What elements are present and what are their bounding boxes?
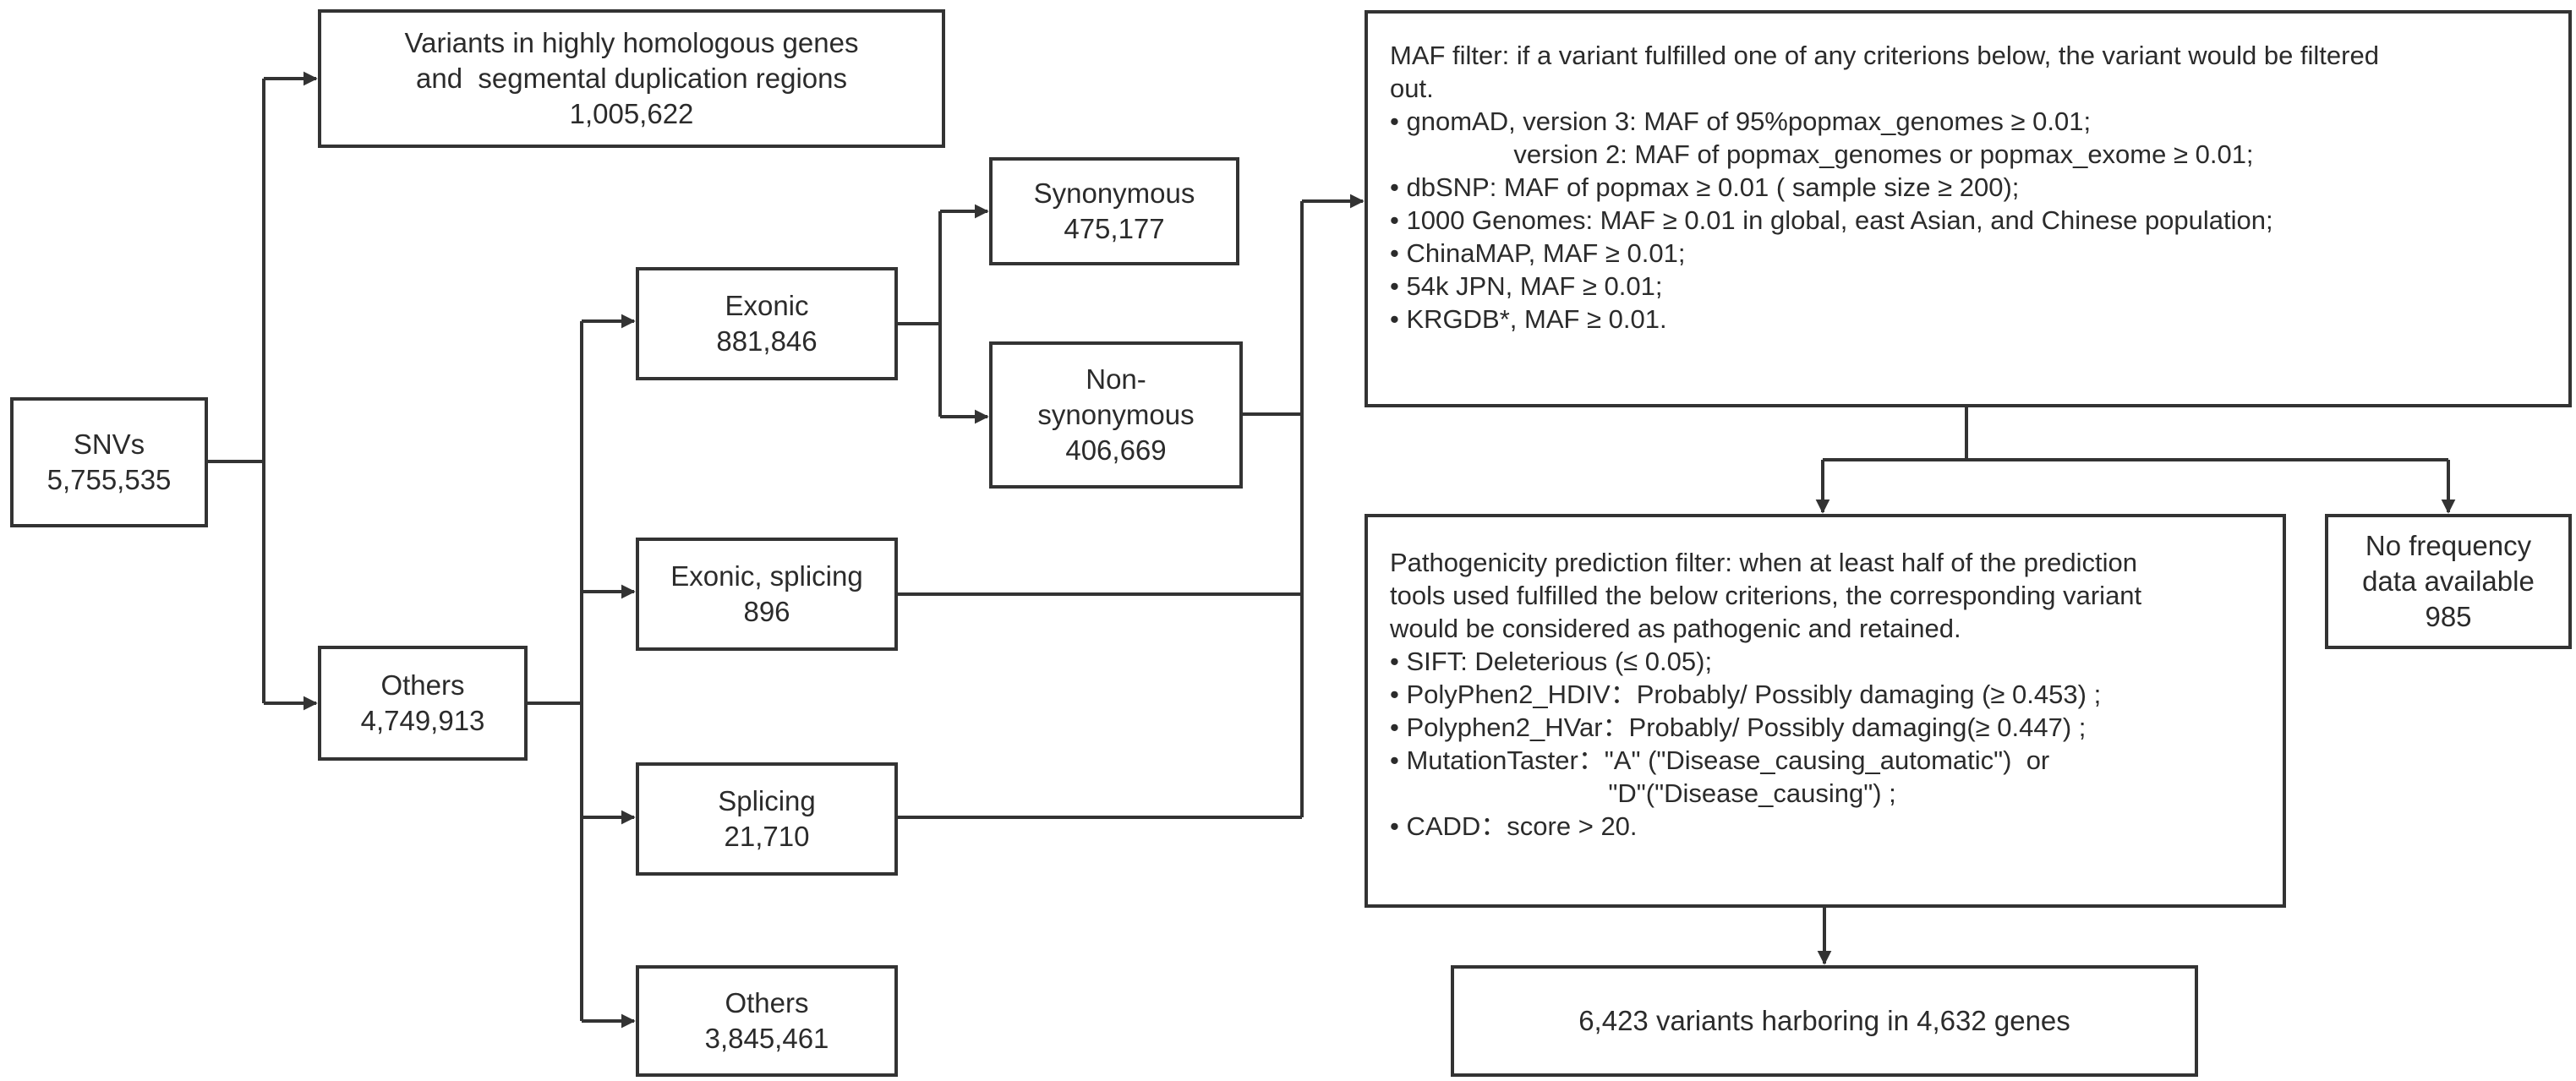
- snvs-label: SNVs: [73, 429, 145, 460]
- homologous-count: 1,005,622: [569, 98, 694, 129]
- splicing-label: Splicing: [718, 785, 816, 816]
- final-result-box: 6,423 variants harboring in 4,632 genes: [1451, 965, 2198, 1077]
- nonsynonymous-box: Non- synonymous 406,669: [989, 341, 1243, 489]
- exonic-splicing-count: 896: [743, 596, 790, 627]
- synonymous-label: Synonymous: [1033, 177, 1195, 209]
- exonic-splicing-box: Exonic, splicing 896: [636, 538, 898, 651]
- pathogenicity-line: • PolyPhen2_HDIV：Probably/ Possibly dama…: [1390, 680, 2102, 709]
- pathogenicity-line: • CADD：score > 20.: [1390, 811, 1638, 841]
- final-result-label: 6,423 variants harboring in 4,632 genes: [1578, 1005, 2070, 1036]
- homologous-box: Variants in highly homologous genes and …: [318, 9, 945, 148]
- maf-line: MAF filter: if a variant fulfilled one o…: [1390, 41, 2379, 70]
- maf-line: • ChinaMAP, MAF ≥ 0.01;: [1390, 238, 1686, 268]
- pathogenicity-line: • SIFT: Deleterious (≤ 0.05);: [1390, 647, 1713, 676]
- pathogenicity-line: would be considered as pathogenic and re…: [1390, 614, 1961, 643]
- others-count: 4,749,913: [360, 705, 485, 736]
- maf-line: • dbSNP: MAF of popmax ≥ 0.01 ( sample s…: [1390, 172, 2020, 202]
- splicing-box: Splicing 21,710: [636, 762, 898, 876]
- maf-line: • 54k JPN, MAF ≥ 0.01;: [1390, 271, 1663, 301]
- maf-line: version 2: MAF of popmax_genomes or popm…: [1390, 139, 2254, 169]
- exonic-label: Exonic: [725, 290, 809, 321]
- homologous-line2: and segmental duplication regions: [415, 63, 847, 94]
- exonic-count: 881,846: [716, 325, 818, 357]
- maf-line: out.: [1390, 74, 1434, 103]
- snvs-count: 5,755,535: [46, 464, 172, 495]
- maf-line: • gnomAD, version 3: MAF of 95%popmax_ge…: [1390, 106, 2092, 136]
- pathogenicity-filter-box: Pathogenicity prediction filter: when at…: [1365, 514, 2286, 908]
- others-bottom-label: Others: [725, 987, 809, 1018]
- exonic-splicing-label: Exonic, splicing: [670, 560, 863, 592]
- no-frequency-box: No frequency data available 985: [2325, 514, 2572, 649]
- no-frequency-line1: No frequency: [2365, 530, 2532, 561]
- synonymous-box: Synonymous 475,177: [989, 157, 1239, 265]
- splicing-count: 21,710: [724, 821, 810, 852]
- nonsynonymous-line1: Non-: [1086, 363, 1146, 395]
- no-frequency-count: 985: [2425, 601, 2472, 632]
- maf-filter-box: MAF filter: if a variant fulfilled one o…: [1365, 10, 2572, 407]
- pathogenicity-line: Pathogenicity prediction filter: when at…: [1390, 548, 2138, 577]
- exonic-box: Exonic 881,846: [636, 267, 898, 380]
- pathogenicity-line: • MutationTaster："A" ("Disease_causing_a…: [1390, 745, 2050, 775]
- nonsynonymous-line2: synonymous: [1037, 399, 1195, 430]
- homologous-line1: Variants in highly homologous genes: [404, 27, 859, 58]
- others-label: Others: [380, 669, 465, 701]
- no-frequency-line2: data available: [2362, 565, 2535, 597]
- snvs-box: SNVs 5,755,535: [10, 397, 208, 527]
- others-bottom-box: Others 3,845,461: [636, 965, 898, 1077]
- maf-line: • 1000 Genomes: MAF ≥ 0.01 in global, ea…: [1390, 205, 2273, 235]
- synonymous-count: 475,177: [1064, 213, 1165, 244]
- maf-line: • KRGDB*, MAF ≥ 0.01.: [1390, 304, 1667, 334]
- pathogenicity-line: tools used fulfilled the below criterion…: [1390, 581, 2142, 610]
- pathogenicity-line: "D"("Disease_causing") ;: [1390, 778, 1896, 808]
- others-bottom-count: 3,845,461: [704, 1023, 829, 1054]
- others-box: Others 4,749,913: [318, 646, 528, 761]
- pathogenicity-line: • Polyphen2_HVar：Probably/ Possibly dama…: [1390, 712, 2087, 742]
- nonsynonymous-count: 406,669: [1065, 434, 1167, 466]
